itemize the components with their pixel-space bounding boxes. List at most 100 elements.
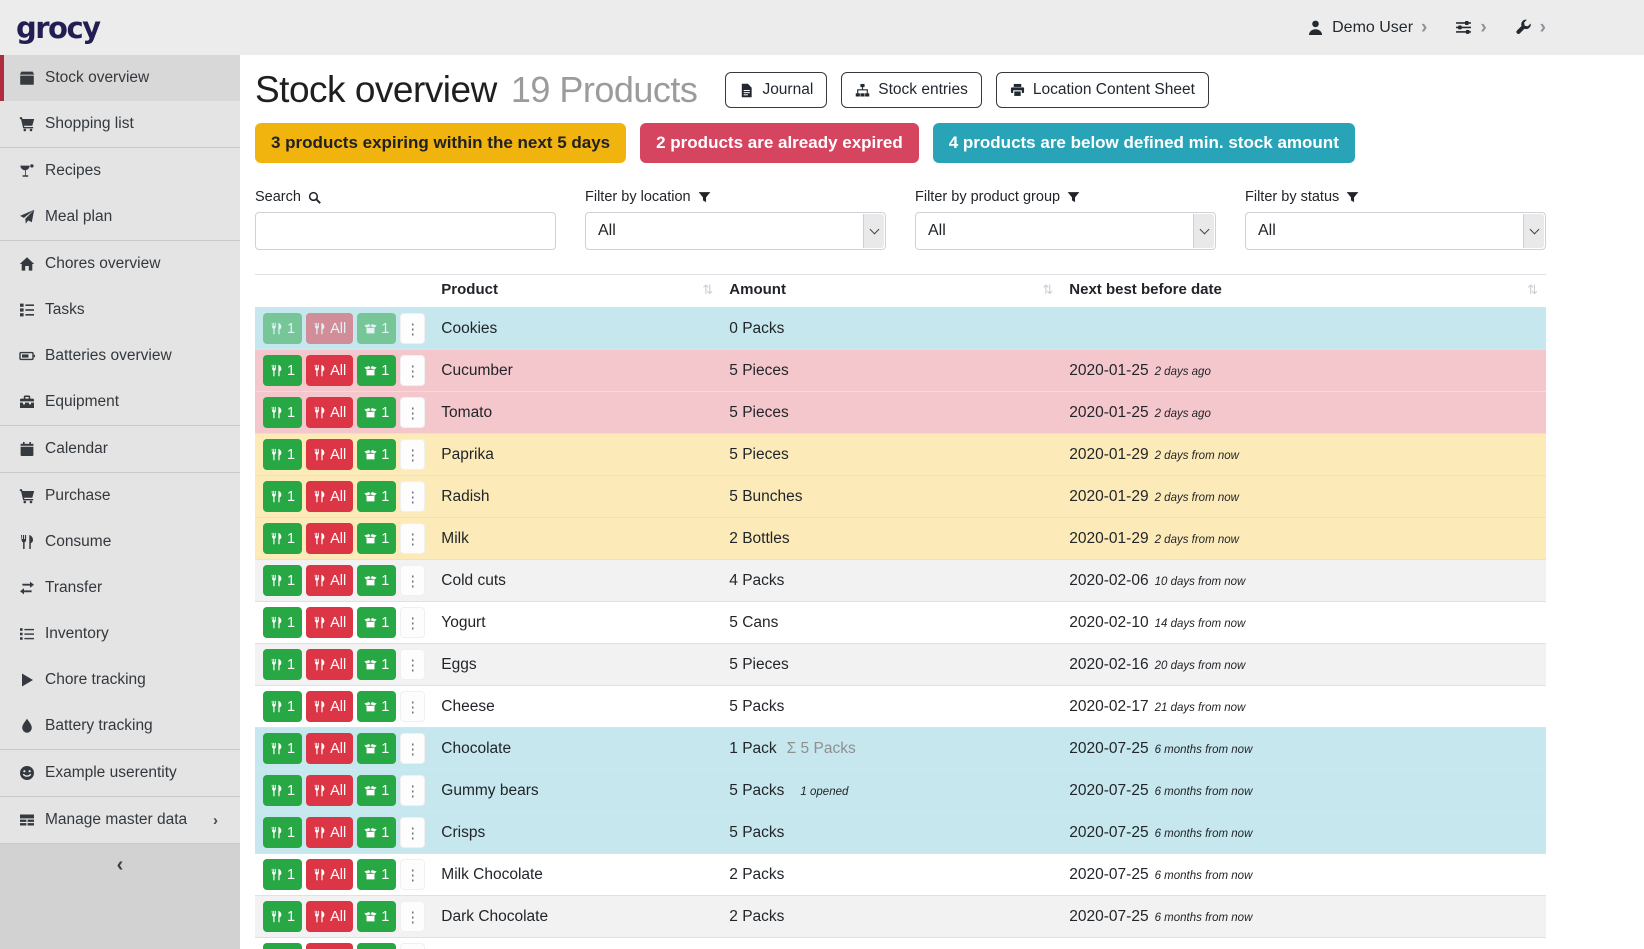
status-badge[interactable]: 4 products are below defined min. stock … [933, 123, 1355, 163]
row-menu-button[interactable]: ⋮ [400, 901, 425, 932]
open-one-button[interactable]: 1 [357, 691, 396, 722]
open-one-button[interactable]: 1 [357, 439, 396, 470]
row-menu-button[interactable]: ⋮ [400, 313, 425, 344]
consume-all-button[interactable]: All [306, 817, 353, 848]
consume-all-button[interactable]: All [306, 775, 353, 806]
row-menu-button[interactable]: ⋮ [400, 691, 425, 722]
filter-select[interactable]: All [585, 212, 886, 250]
consume-one-button[interactable]: 1 [263, 481, 302, 512]
consume-all-button[interactable]: All [306, 397, 353, 428]
consume-all-button[interactable]: All [306, 859, 353, 890]
open-one-button[interactable]: 1 [357, 901, 396, 932]
sidebar-item-chores-overview[interactable]: Chores overview [0, 241, 240, 287]
column-next-best-before-date[interactable]: Next best before date ⇅ [1061, 275, 1546, 308]
consume-one-button[interactable]: 1 [263, 775, 302, 806]
consume-all-button[interactable]: All [306, 733, 353, 764]
sidebar-item-shopping-list[interactable]: Shopping list [0, 101, 240, 147]
open-one-button[interactable]: 1 [357, 733, 396, 764]
open-one-button[interactable]: 1 [357, 649, 396, 680]
consume-all-button[interactable]: All [306, 355, 353, 386]
sidebar-item-transfer[interactable]: Transfer [0, 565, 240, 611]
consume-one-button[interactable]: 1 [263, 649, 302, 680]
sidebar-item-recipes[interactable]: Recipes [0, 148, 240, 194]
app-logo[interactable]: grocy [16, 11, 100, 45]
consume-one-button[interactable]: 1 [263, 565, 302, 596]
row-menu-button[interactable]: ⋮ [400, 397, 425, 428]
location-content-sheet-button[interactable]: Location Content Sheet [996, 72, 1209, 108]
row-menu-button[interactable]: ⋮ [400, 565, 425, 596]
sidebar-item-batteries-overview[interactable]: Batteries overview [0, 333, 240, 379]
open-one-button[interactable]: 1 [357, 607, 396, 638]
row-menu-button[interactable]: ⋮ [400, 817, 425, 848]
consume-all-button[interactable]: All [306, 901, 353, 932]
consume-one-button[interactable]: 1 [263, 313, 302, 344]
sidebar-item-inventory[interactable]: Inventory [0, 611, 240, 657]
consume-one-button[interactable]: 1 [263, 355, 302, 386]
consume-one-button[interactable]: 1 [263, 523, 302, 554]
consume-all-button[interactable]: All [306, 649, 353, 680]
open-one-button[interactable]: 1 [357, 817, 396, 848]
search-input[interactable] [255, 212, 556, 250]
sidebar-item-consume[interactable]: Consume [0, 519, 240, 565]
open-one-button[interactable]: 1 [357, 565, 396, 596]
consume-all-button[interactable]: All [306, 943, 353, 949]
sidebar-item-stock-overview[interactable]: Stock overview [0, 55, 240, 101]
consume-one-button[interactable]: 1 [263, 439, 302, 470]
row-menu-button[interactable]: ⋮ [400, 481, 425, 512]
row-menu-button[interactable]: ⋮ [400, 523, 425, 554]
sidebar-item-tasks[interactable]: Tasks [0, 287, 240, 333]
open-one-button[interactable]: 1 [357, 523, 396, 554]
open-one-button[interactable]: 1 [357, 481, 396, 512]
consume-one-button[interactable]: 1 [263, 607, 302, 638]
sidebar-item-manage-master-data[interactable]: Manage master data › [0, 797, 240, 843]
row-menu-button[interactable]: ⋮ [400, 859, 425, 890]
admin-menu[interactable]: › [1515, 18, 1546, 37]
consume-one-button[interactable]: 1 [263, 943, 302, 949]
consume-all-button[interactable]: All [306, 313, 353, 344]
consume-one-button[interactable]: 1 [263, 397, 302, 428]
open-one-button[interactable]: 1 [357, 355, 396, 386]
sidebar-item-meal-plan[interactable]: Meal plan [0, 194, 240, 240]
row-menu-button[interactable]: ⋮ [400, 733, 425, 764]
row-menu-button[interactable]: ⋮ [400, 355, 425, 386]
consume-one-button[interactable]: 1 [263, 817, 302, 848]
consume-all-button[interactable]: All [306, 607, 353, 638]
user-menu[interactable]: Demo User › [1307, 18, 1427, 37]
status-badge[interactable]: 2 products are already expired [640, 123, 919, 163]
filter-select[interactable]: All [915, 212, 1216, 250]
column-amount[interactable]: Amount ⇅ [721, 275, 1061, 308]
filter-select[interactable]: All [1245, 212, 1546, 250]
consume-one-button[interactable]: 1 [263, 859, 302, 890]
journal-button[interactable]: Journal [725, 72, 827, 108]
row-menu-button[interactable]: ⋮ [400, 943, 425, 949]
column-product[interactable]: Product ⇅ [433, 275, 721, 308]
consume-all-button[interactable]: All [306, 481, 353, 512]
sidebar-item-chore-tracking[interactable]: Chore tracking [0, 657, 240, 703]
row-menu-button[interactable]: ⋮ [400, 775, 425, 806]
consume-one-button[interactable]: 1 [263, 901, 302, 932]
consume-all-button[interactable]: All [306, 691, 353, 722]
sidebar-item-calendar[interactable]: Calendar [0, 426, 240, 472]
sidebar-collapse-button[interactable]: ‹ [0, 844, 240, 949]
open-one-button[interactable]: 1 [357, 859, 396, 890]
open-one-button[interactable]: 1 [357, 775, 396, 806]
consume-all-button[interactable]: All [306, 565, 353, 596]
stock-entries-button[interactable]: Stock entries [841, 72, 982, 108]
sidebar-item-purchase[interactable]: Purchase [0, 473, 240, 519]
settings-menu[interactable]: › [1455, 18, 1486, 37]
open-one-button[interactable]: 1 [357, 397, 396, 428]
status-badge[interactable]: 3 products expiring within the next 5 da… [255, 123, 626, 163]
row-menu-button[interactable]: ⋮ [400, 649, 425, 680]
row-menu-button[interactable]: ⋮ [400, 607, 425, 638]
consume-all-button[interactable]: All [306, 523, 353, 554]
row-menu-button[interactable]: ⋮ [400, 439, 425, 470]
sidebar-item-battery-tracking[interactable]: Battery tracking [0, 703, 240, 749]
open-one-button[interactable]: 1 [357, 943, 396, 949]
product-name: Paprika [433, 434, 721, 476]
consume-one-button[interactable]: 1 [263, 691, 302, 722]
sidebar-item-equipment[interactable]: Equipment [0, 379, 240, 425]
open-one-button[interactable]: 1 [357, 313, 396, 344]
consume-one-button[interactable]: 1 [263, 733, 302, 764]
consume-all-button[interactable]: All [306, 439, 353, 470]
sidebar-item-example-userentity[interactable]: Example userentity [0, 750, 240, 796]
